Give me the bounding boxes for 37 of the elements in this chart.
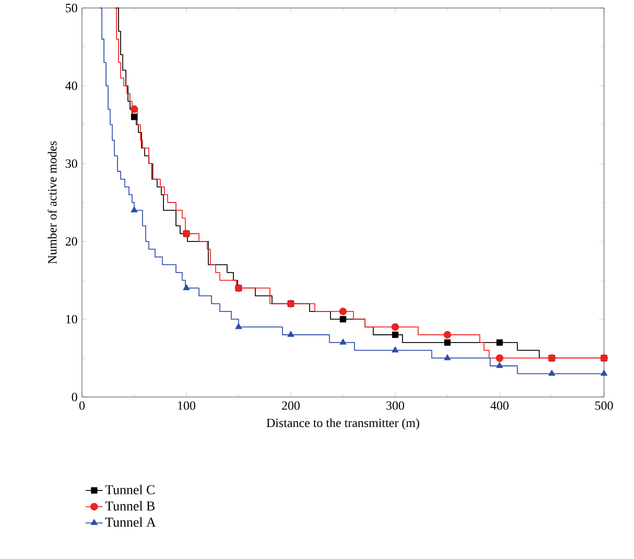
point — [130, 105, 138, 113]
point — [444, 354, 451, 360]
point — [392, 332, 398, 338]
point — [496, 362, 504, 368]
point — [496, 339, 503, 346]
point — [182, 284, 190, 290]
x-tick-label: 0 — [79, 401, 85, 410]
x-tick-label: 400 — [490, 401, 509, 410]
point — [340, 338, 346, 345]
x-tick-label: 500 — [595, 401, 613, 410]
y-tick-label: 40 — [65, 82, 78, 90]
x-axis-title: Distance to the transmitter (m) — [266, 418, 420, 430]
point — [131, 114, 138, 120]
point — [391, 323, 399, 331]
point — [392, 346, 399, 352]
legend-label: Tunnel B — [105, 501, 155, 511]
point — [496, 354, 504, 362]
point — [444, 330, 452, 339]
y-tick-label: 20 — [66, 237, 78, 246]
legend-label: Tunnel C — [105, 484, 154, 494]
point — [548, 370, 556, 376]
point — [339, 308, 347, 316]
y-tick-label: 0 — [72, 392, 78, 402]
y-tick-label: 50 — [66, 4, 78, 12]
legend-label: Tunnel A — [105, 517, 156, 527]
point — [340, 316, 346, 322]
x-tick-label: 100 — [178, 401, 196, 410]
point — [287, 330, 294, 337]
point — [235, 322, 242, 330]
y-tick-label: 10 — [66, 314, 78, 324]
x-tick-label: 200 — [282, 401, 300, 410]
point — [130, 206, 138, 212]
point — [444, 339, 451, 346]
point — [600, 370, 608, 376]
y-tick-label: 30 — [66, 159, 78, 168]
y-axis-title: Number of active modes — [48, 141, 57, 264]
x-tick-label: 300 — [386, 401, 404, 410]
